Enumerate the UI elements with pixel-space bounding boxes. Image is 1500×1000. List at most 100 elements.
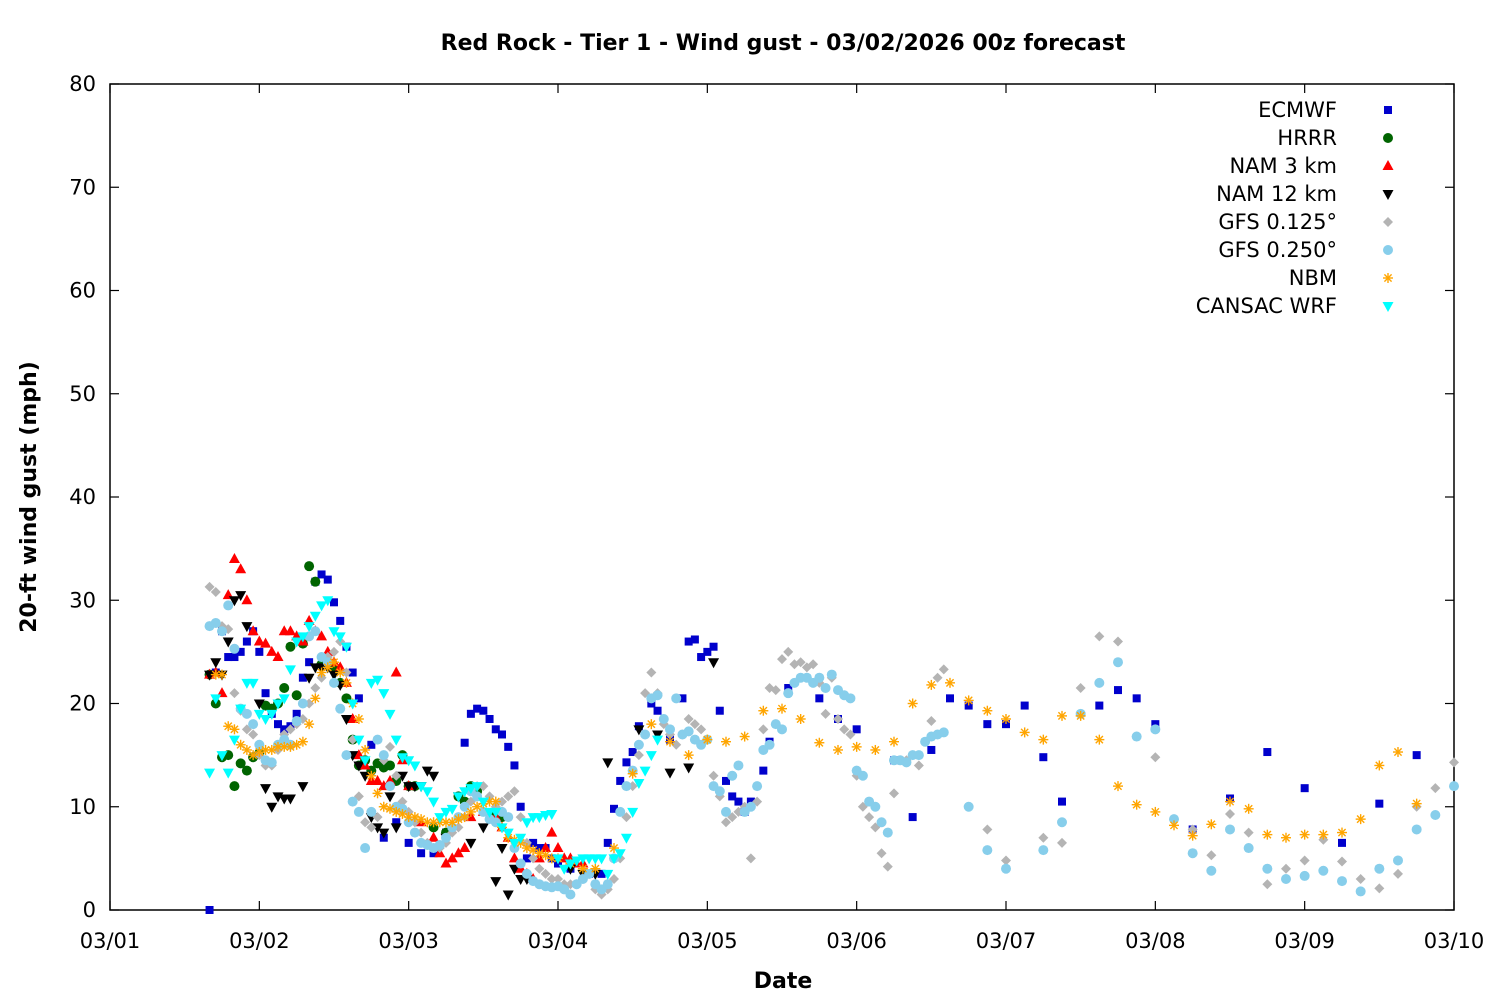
data-point bbox=[359, 756, 371, 767]
data-point bbox=[1374, 760, 1385, 771]
data-point bbox=[490, 796, 501, 807]
data-point bbox=[982, 824, 993, 835]
data-point bbox=[1206, 819, 1217, 830]
data-point bbox=[982, 705, 993, 716]
data-point bbox=[938, 664, 949, 675]
data-point bbox=[913, 760, 924, 771]
data-point bbox=[217, 626, 227, 637]
data-point bbox=[1131, 731, 1142, 742]
data-point bbox=[496, 823, 508, 834]
data-point bbox=[367, 740, 376, 749]
data-point bbox=[353, 806, 364, 817]
data-point bbox=[938, 727, 949, 738]
data-point bbox=[235, 704, 247, 715]
data-point bbox=[521, 818, 533, 829]
y-tick-label: 10 bbox=[69, 795, 96, 819]
data-point bbox=[372, 675, 384, 686]
data-point bbox=[428, 831, 440, 842]
data-point bbox=[378, 689, 390, 700]
data-point bbox=[1095, 701, 1104, 710]
data-point bbox=[721, 736, 731, 747]
data-point bbox=[1411, 824, 1422, 835]
data-point bbox=[204, 768, 216, 779]
data-point bbox=[417, 849, 426, 858]
data-point bbox=[459, 801, 470, 812]
data-point bbox=[322, 662, 333, 673]
data-point bbox=[1132, 694, 1141, 703]
data-point bbox=[1057, 837, 1067, 848]
data-point bbox=[889, 788, 899, 799]
data-point bbox=[1243, 803, 1254, 814]
data-point bbox=[1281, 874, 1291, 885]
data-point bbox=[1094, 734, 1105, 745]
data-point bbox=[633, 739, 644, 750]
data-point bbox=[678, 694, 687, 703]
data-point bbox=[297, 632, 309, 643]
x-tick-label: 03/10 bbox=[1424, 929, 1485, 953]
data-point bbox=[390, 735, 402, 746]
data-point bbox=[652, 730, 664, 741]
x-tick-label: 03/03 bbox=[378, 929, 439, 953]
data-point bbox=[553, 874, 563, 885]
data-point bbox=[1318, 829, 1329, 840]
data-point bbox=[926, 716, 937, 727]
data-point bbox=[577, 863, 588, 874]
data-point bbox=[633, 750, 644, 761]
data-point bbox=[310, 693, 321, 704]
data-point bbox=[366, 770, 377, 781]
data-point bbox=[330, 598, 338, 607]
data-point bbox=[1393, 747, 1403, 758]
data-point bbox=[870, 744, 881, 755]
data-point bbox=[690, 635, 699, 644]
x-tick-label: 03/09 bbox=[1274, 929, 1335, 953]
data-point bbox=[653, 706, 662, 715]
data-point bbox=[795, 657, 806, 668]
legend-marker bbox=[1383, 133, 1393, 143]
data-point bbox=[248, 719, 259, 730]
legend-marker bbox=[1382, 302, 1394, 312]
data-point bbox=[1057, 710, 1067, 721]
data-point bbox=[709, 642, 718, 651]
data-point bbox=[658, 713, 669, 724]
data-point bbox=[229, 781, 240, 792]
data-point bbox=[683, 763, 695, 774]
data-point bbox=[696, 724, 707, 735]
data-point bbox=[558, 864, 570, 875]
data-point bbox=[1019, 727, 1030, 738]
data-point bbox=[428, 797, 440, 808]
y-tick-label: 40 bbox=[69, 485, 96, 509]
data-point bbox=[502, 890, 514, 901]
data-point bbox=[491, 725, 500, 734]
data-point bbox=[292, 709, 301, 718]
data-point bbox=[1430, 783, 1441, 794]
data-point bbox=[317, 570, 326, 579]
data-point bbox=[564, 859, 576, 870]
data-point bbox=[1374, 883, 1385, 894]
data-point bbox=[721, 817, 731, 828]
data-point bbox=[242, 637, 251, 646]
data-point bbox=[1094, 631, 1105, 642]
legend-marker bbox=[1383, 273, 1393, 283]
data-point bbox=[477, 823, 489, 834]
data-point bbox=[820, 683, 831, 694]
chart-title: Red Rock - Tier 1 - Wind gust - 03/02/20… bbox=[441, 31, 1126, 56]
data-point bbox=[1355, 814, 1366, 825]
data-point bbox=[477, 797, 489, 808]
data-point bbox=[452, 792, 464, 803]
data-point bbox=[498, 730, 506, 739]
data-point bbox=[1393, 868, 1403, 879]
data-point bbox=[280, 725, 289, 734]
data-point bbox=[1038, 734, 1049, 745]
data-point bbox=[434, 839, 445, 850]
data-point bbox=[298, 673, 307, 682]
series-cansac-wrf bbox=[204, 596, 664, 880]
data-point bbox=[864, 812, 875, 823]
data-point bbox=[932, 672, 943, 683]
data-point bbox=[235, 739, 246, 750]
data-point bbox=[266, 802, 278, 813]
data-point bbox=[305, 658, 314, 667]
data-point bbox=[421, 787, 433, 798]
data-point bbox=[241, 594, 253, 605]
data-point bbox=[1412, 751, 1421, 760]
data-point bbox=[309, 611, 321, 622]
